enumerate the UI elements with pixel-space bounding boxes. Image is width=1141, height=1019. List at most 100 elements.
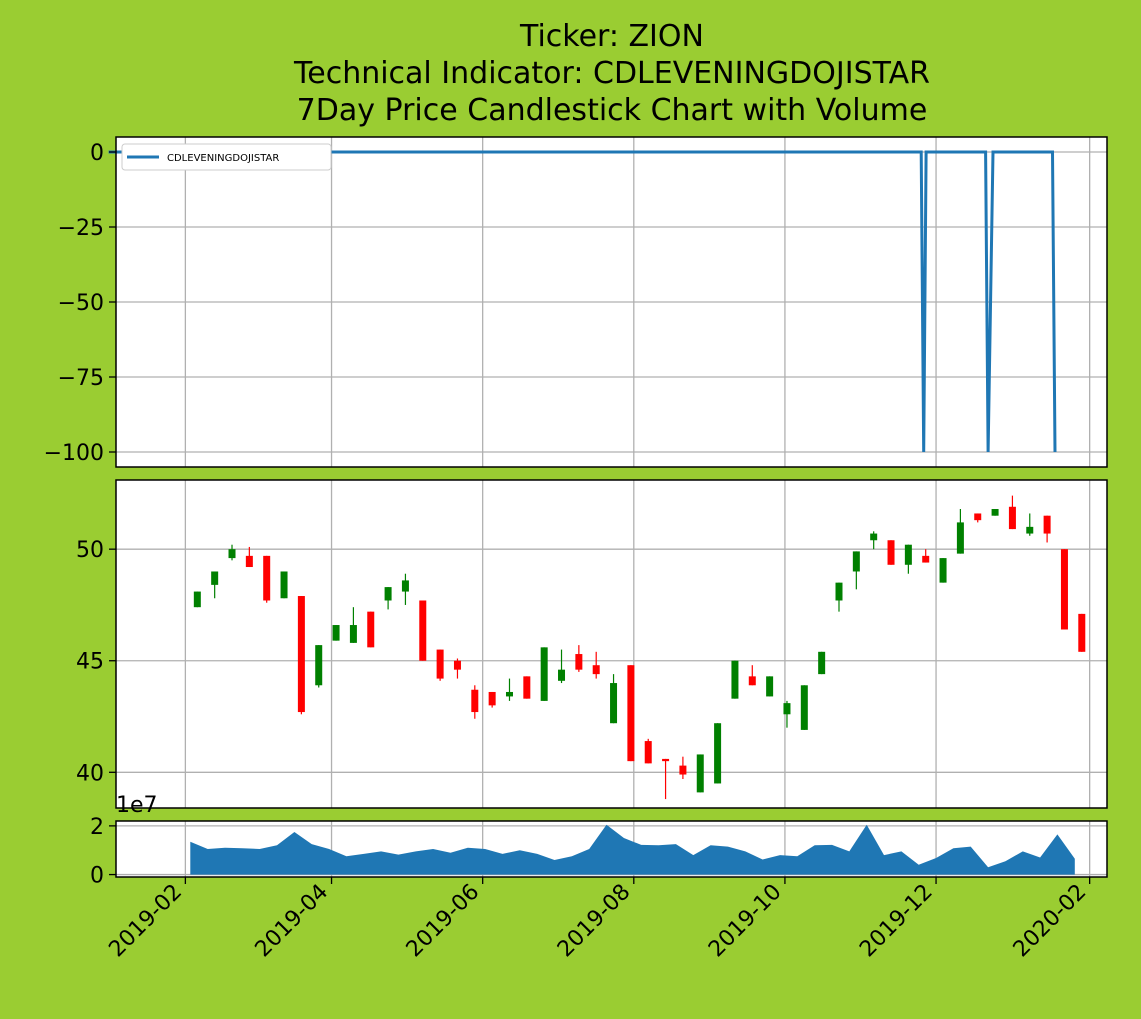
candle-body xyxy=(263,555,271,601)
candle xyxy=(245,546,253,568)
candle-body xyxy=(800,685,808,730)
indicator-series-line xyxy=(108,150,1057,453)
candle-body xyxy=(280,571,288,599)
candle xyxy=(922,549,930,563)
price-grid xyxy=(116,480,1107,808)
candle-body xyxy=(748,676,756,686)
candle xyxy=(662,758,670,800)
candle-body xyxy=(627,665,635,762)
candle-body xyxy=(1043,515,1051,534)
candle-body xyxy=(696,754,704,793)
candle-body xyxy=(193,591,201,608)
candle xyxy=(523,676,531,699)
candle xyxy=(714,723,722,784)
candle-body xyxy=(575,654,583,670)
candle xyxy=(332,625,340,641)
candle xyxy=(1078,613,1086,652)
candle xyxy=(211,571,219,599)
candle-body xyxy=(540,647,548,701)
candle xyxy=(956,509,964,554)
candle-body xyxy=(644,741,652,764)
candle-body xyxy=(904,544,912,565)
candle xyxy=(384,587,392,610)
candle-body xyxy=(523,676,531,699)
candle xyxy=(748,665,756,686)
candle-body xyxy=(592,665,600,675)
candle-body xyxy=(887,540,895,565)
indicator-y-tick-label: −25 xyxy=(58,216,104,241)
candle xyxy=(1008,495,1016,530)
candle xyxy=(280,571,288,599)
indicator-legend: CDLEVENINGDOJISTAR xyxy=(121,143,332,171)
price-y-tick-label: 40 xyxy=(76,761,104,786)
price-axes-frame xyxy=(115,479,1108,809)
candle xyxy=(453,658,461,679)
candle-body xyxy=(488,691,496,706)
candle-body xyxy=(1026,526,1034,534)
candle xyxy=(852,551,860,590)
candle-body xyxy=(315,645,323,686)
candle-body xyxy=(349,625,357,643)
candle xyxy=(731,660,739,699)
candle xyxy=(419,600,427,661)
candle-body xyxy=(436,649,444,679)
volume-scale-label: 1e7 xyxy=(116,793,158,818)
candle xyxy=(540,647,548,701)
candle xyxy=(696,754,704,793)
candle-body xyxy=(453,660,461,670)
volume-plot xyxy=(190,824,1075,875)
candle-body xyxy=(1078,613,1086,652)
volume-area xyxy=(190,824,1075,875)
candle-body xyxy=(818,651,826,675)
candle xyxy=(904,544,912,574)
candle xyxy=(939,558,947,583)
candle-body xyxy=(870,533,878,541)
candle-body xyxy=(714,723,722,784)
candle-body xyxy=(471,689,479,713)
legend-box xyxy=(121,143,332,171)
candle-body xyxy=(419,600,427,661)
candle xyxy=(488,691,496,708)
price-plot xyxy=(193,495,1086,800)
candle xyxy=(835,582,843,612)
candle xyxy=(783,700,791,728)
indicator-y-ticks: 0 −25 −50 −75 −100 xyxy=(44,141,116,466)
candle-body xyxy=(956,522,964,554)
candle-body xyxy=(991,509,999,516)
candle xyxy=(627,665,635,762)
candle-body xyxy=(505,691,513,697)
candle xyxy=(644,738,652,764)
candle-body xyxy=(401,580,409,592)
candle-body xyxy=(245,555,253,568)
price-y-tick-label: 50 xyxy=(76,538,104,563)
candle xyxy=(991,509,999,516)
candle xyxy=(367,611,375,648)
candle-body xyxy=(835,582,843,601)
candle-body xyxy=(367,611,375,648)
candle xyxy=(263,555,271,603)
indicator-y-tick-label: −75 xyxy=(58,366,104,391)
candle-body xyxy=(1008,506,1016,530)
candle-body xyxy=(679,765,687,775)
candle xyxy=(1060,549,1068,630)
candle xyxy=(1026,513,1034,536)
candle xyxy=(1043,515,1051,543)
candle xyxy=(401,573,409,605)
candle xyxy=(297,596,305,715)
candle xyxy=(592,651,600,679)
candle xyxy=(887,540,895,565)
candle xyxy=(800,685,808,730)
indicator-plot xyxy=(108,150,1057,453)
candle-body xyxy=(1060,549,1068,630)
candle-body xyxy=(731,660,739,699)
title-line-1: Ticker: ZION xyxy=(519,19,704,54)
candle-body xyxy=(558,669,566,681)
price-axes-bg xyxy=(116,480,1107,808)
title-line-3: 7Day Price Candlestick Chart with Volume xyxy=(297,93,928,128)
candle xyxy=(870,531,878,550)
price-y-ticks: 40 45 50 xyxy=(76,538,116,786)
legend-label: CDLEVENINGDOJISTAR xyxy=(167,153,279,164)
volume-axes-frame xyxy=(115,820,1108,878)
indicator-y-tick-label: 0 xyxy=(90,141,104,166)
